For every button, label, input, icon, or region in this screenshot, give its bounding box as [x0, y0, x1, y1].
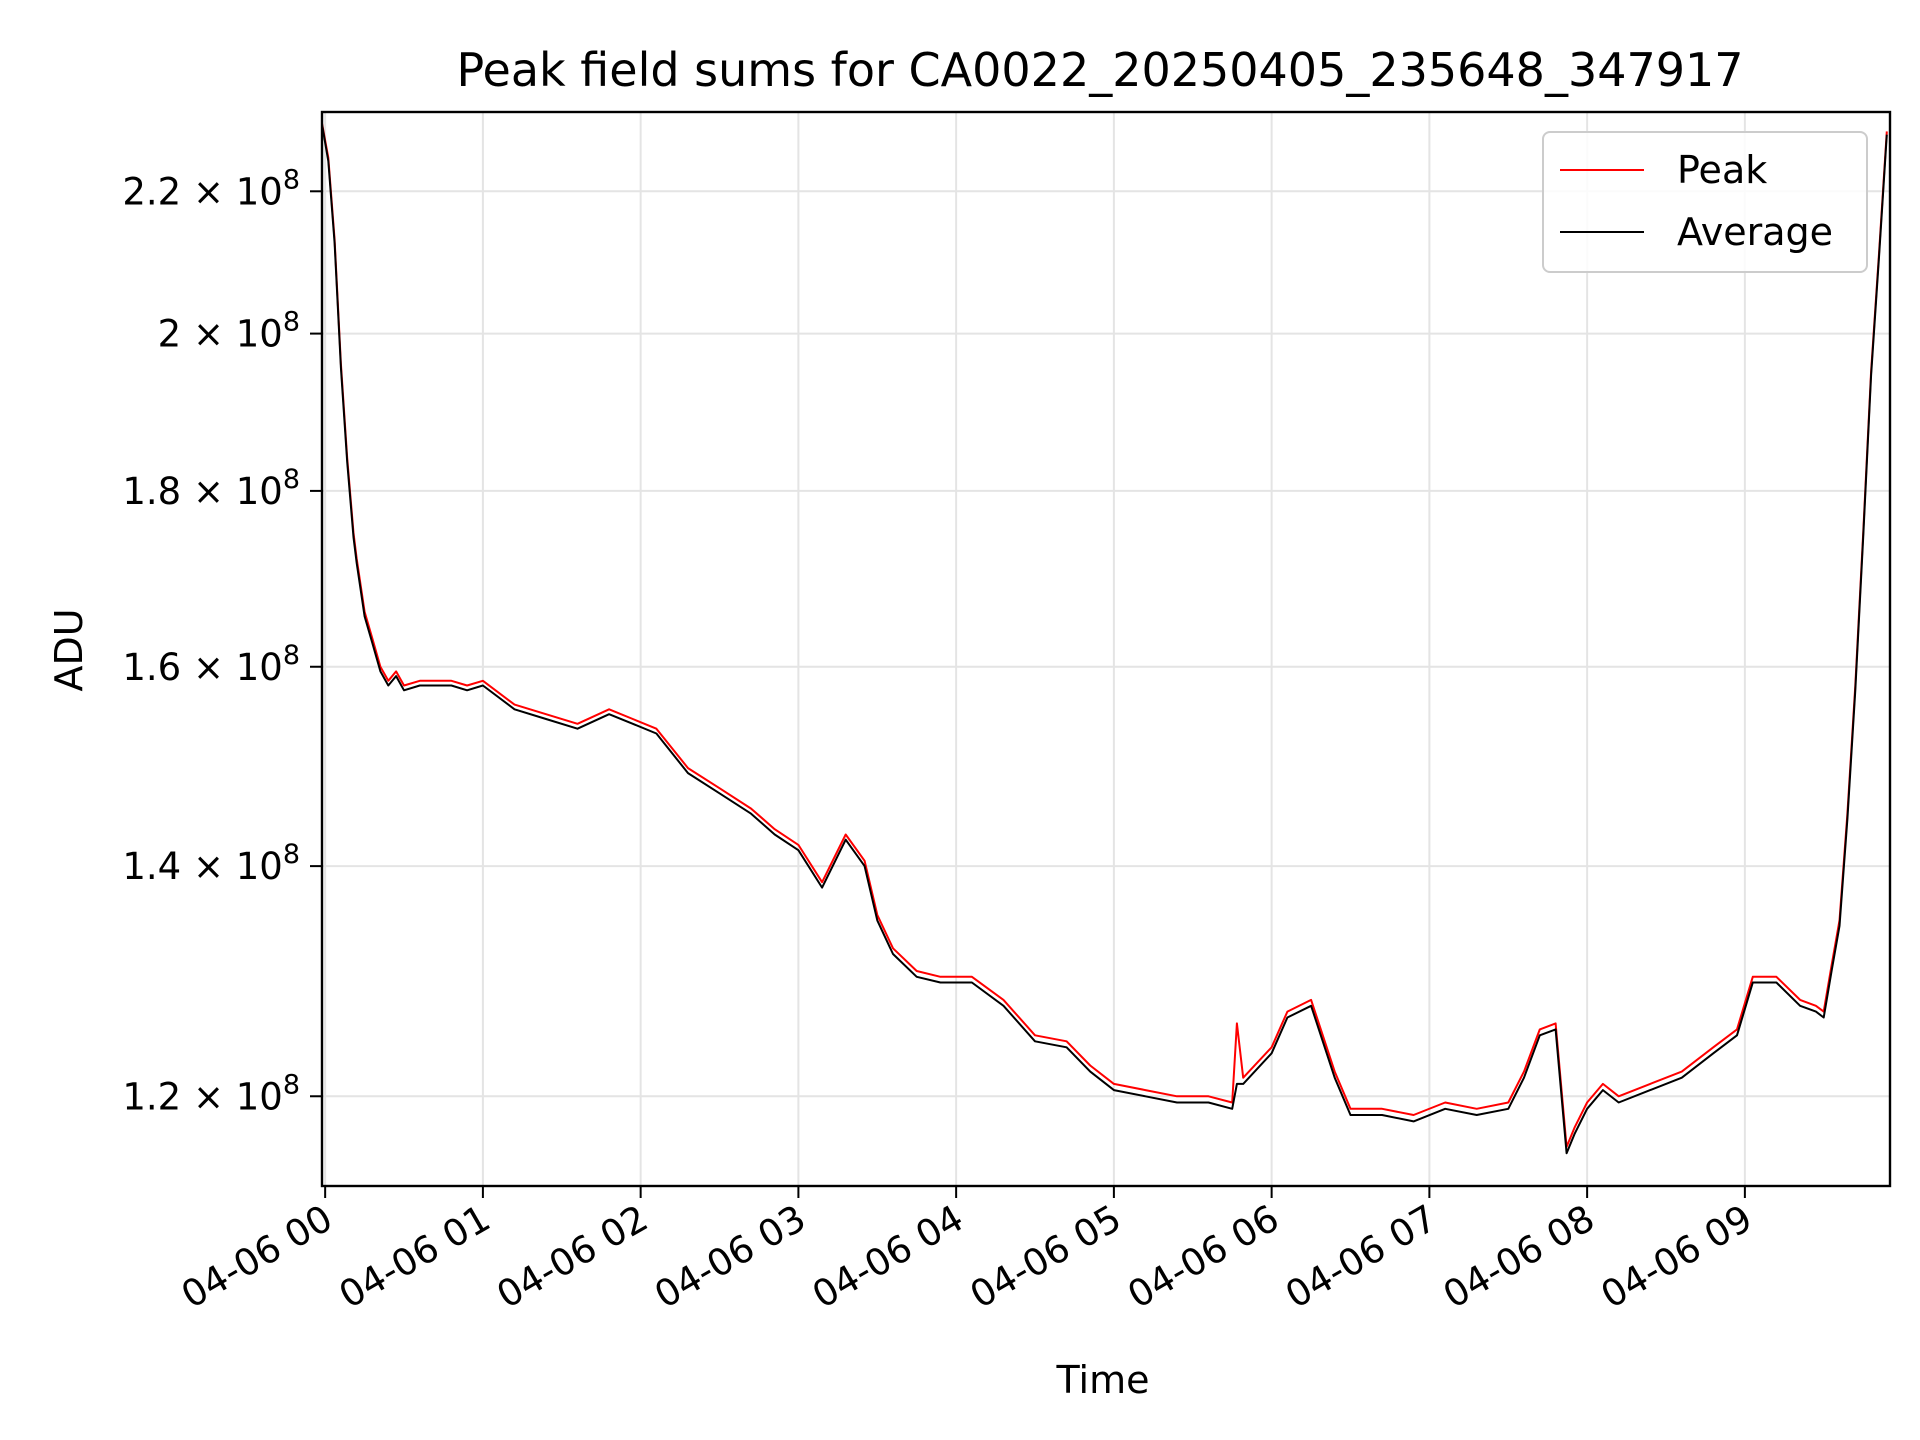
y-tick-label: 2.2 × 108 — [122, 164, 300, 213]
legend-label-peak: Peak — [1677, 148, 1767, 192]
y-tick-label: 1.8 × 108 — [122, 464, 300, 513]
grid — [322, 112, 1890, 1186]
chart-title: Peak field sums for CA0022_20250405_2356… — [456, 43, 1743, 97]
y-axis-label: ADU — [47, 608, 91, 691]
y-tick-label: 1.2 × 108 — [122, 1069, 300, 1118]
y-tick-label: 2 × 108 — [158, 307, 300, 356]
series-lines — [322, 117, 1888, 1155]
plot-frame — [320, 110, 1892, 1188]
legend-label-average: Average — [1677, 210, 1833, 254]
y-tick-label: 1.6 × 108 — [122, 640, 300, 689]
x-axis-label: Time — [1056, 1358, 1150, 1402]
legend-box — [1542, 131, 1868, 273]
legend: Peak Average — [1542, 131, 1868, 273]
y-tick-label: 1.4 × 108 — [122, 839, 300, 888]
series-line-average — [322, 118, 1888, 1155]
series-line-peak — [322, 117, 1888, 1148]
